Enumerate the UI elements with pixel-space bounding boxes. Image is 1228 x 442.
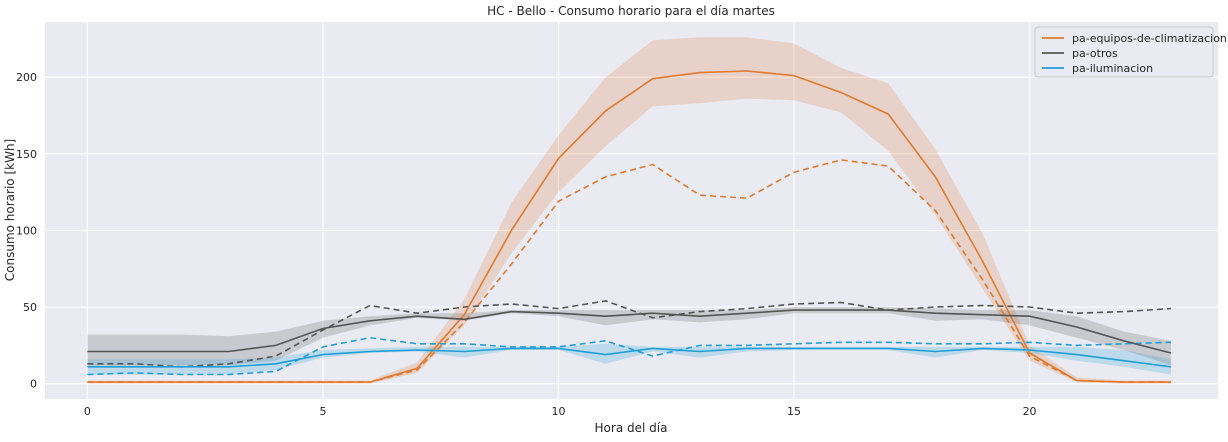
y-tick-label: 200 (16, 71, 37, 84)
legend-box (1034, 26, 1214, 78)
y-tick-label: 150 (16, 148, 37, 161)
x-tick-label: 0 (84, 405, 91, 418)
dashed-line-pa-iluminacion (87, 336, 1171, 376)
y-tick-label: 0 (30, 378, 37, 391)
mean-line-pa-otros (87, 309, 1172, 354)
y-tick-label: 50 (23, 301, 37, 314)
y-tick-label: 100 (16, 224, 37, 237)
x-tick-labels: 0 5 10 15 20 (84, 405, 1037, 418)
x-axis-label: Hora del día (595, 421, 668, 435)
y-tick-labels: 0 50 100 150 200 (16, 71, 37, 391)
x-tick-label: 20 (1023, 405, 1037, 418)
y-axis-label: Consumo horario [kWh] (3, 139, 17, 281)
mean-series-lines (87, 70, 1172, 383)
legend-label-pa-equipos-de-climatizacion: pa-equipos-de-climatizacion (1072, 32, 1227, 45)
dashed-line-pa-otros (87, 300, 1171, 368)
x-tick-label: 5 (319, 405, 326, 418)
mean-line-pa-equipos-de-climatizacion (87, 70, 1171, 383)
confidence-band-pa-equipos-de-climatizacion (87, 37, 1171, 384)
legend-label-pa-otros: pa-otros (1072, 47, 1118, 60)
chart-title: HC - Bello - Consumo horario para el día… (487, 4, 775, 18)
legend-label-pa-iluminacion: pa-iluminacion (1072, 62, 1153, 75)
confidence-band-pa-otros (87, 307, 1171, 366)
mean-line-pa-iluminacion (87, 347, 1172, 368)
x-tick-label: 15 (787, 405, 801, 418)
x-tick-label: 10 (551, 405, 565, 418)
legend: pa-equipos-de-climatizacion pa-otros pa-il… (1034, 26, 1227, 78)
plot-background (45, 22, 1218, 399)
